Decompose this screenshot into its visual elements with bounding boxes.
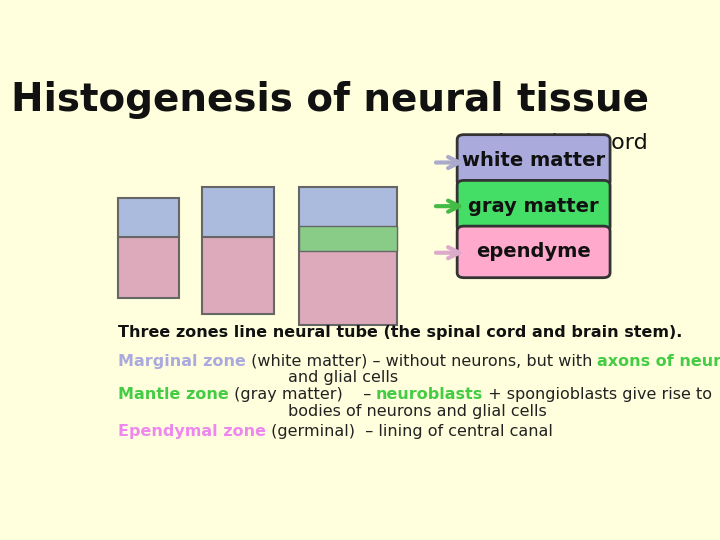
Text: Histogenesis of neural tissue: Histogenesis of neural tissue [11,82,649,119]
Text: Three zones line neural tube (the spinal cord and brain stem).: Three zones line neural tube (the spinal… [118,325,683,340]
FancyBboxPatch shape [300,187,397,228]
FancyBboxPatch shape [118,238,179,298]
Text: bodies of neurons and glial cells: bodies of neurons and glial cells [288,404,547,418]
FancyBboxPatch shape [300,226,397,251]
Text: white matter: white matter [462,151,606,170]
Text: (germinal)  – lining of central canal: (germinal) – lining of central canal [266,424,553,440]
Text: (white matter) – without neurons, but with: (white matter) – without neurons, but wi… [246,354,598,369]
Text: (gray matter)    –: (gray matter) – [229,387,376,402]
Text: gray matter: gray matter [468,197,599,215]
Text: Marginal zone: Marginal zone [118,354,246,369]
FancyBboxPatch shape [202,186,274,237]
Text: In spinal cord: In spinal cord [498,133,647,153]
FancyBboxPatch shape [457,180,610,232]
Text: ependyme: ependyme [476,242,591,261]
FancyBboxPatch shape [300,228,397,325]
Text: neuroblasts: neuroblasts [376,387,483,402]
Text: and glial cells: and glial cells [288,370,398,386]
Text: Mantle zone: Mantle zone [118,387,229,402]
FancyBboxPatch shape [202,237,274,314]
Text: Ependymal zone: Ependymal zone [118,424,266,440]
FancyBboxPatch shape [118,198,179,238]
Text: axons of neurons: axons of neurons [598,354,720,369]
FancyBboxPatch shape [457,134,610,186]
FancyBboxPatch shape [457,226,610,278]
Text: + spongioblasts give rise to: + spongioblasts give rise to [483,387,712,402]
